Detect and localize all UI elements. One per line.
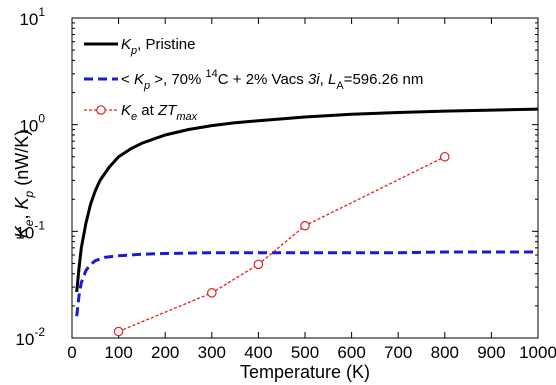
x-tick-label: 600 — [337, 343, 365, 362]
legend-entry-0: Kp, Pristine — [121, 36, 196, 57]
x-tick-label: 300 — [198, 343, 226, 362]
y-axis-label: Ke, Kp (nW/K) — [12, 130, 36, 238]
series-line-2 — [118, 156, 446, 333]
x-tick-label: 400 — [244, 343, 272, 362]
x-tick-label: 1000 — [519, 343, 556, 362]
y-axis-label-text: Ke, Kp (nW/K) — [12, 130, 36, 238]
series-point — [113, 326, 124, 337]
series-point — [300, 220, 310, 231]
x-tick-label: 900 — [477, 343, 505, 362]
legend-entry-1: < Kp >, 70% 14C + 2% Vacs 3i, LA=596.26 … — [121, 68, 423, 92]
series-point — [439, 151, 450, 162]
legend: Kp, Pristine < Kp >, 70% 14C + 2% Vacs 3i… — [84, 36, 423, 123]
legend-marker — [96, 105, 106, 115]
x-tick-label: 100 — [104, 343, 132, 362]
x-axis: 0 100 200 300 400 500 600 700 800 900 1000 — [67, 18, 556, 362]
y-tick-label: 101 — [19, 5, 45, 29]
y-axis: 10-2 10-1 100 101 — [15, 5, 538, 349]
series-line-0 — [75, 107, 539, 293]
x-axis-label: Temperature (K) — [240, 362, 370, 382]
series-point — [253, 259, 264, 270]
plot-area — [71, 17, 539, 339]
x-tick-label: 500 — [291, 343, 319, 362]
x-tick-label: 700 — [384, 343, 412, 362]
y-tick-label: 100 — [19, 112, 45, 136]
x-tick-label: 800 — [431, 343, 459, 362]
legend-entry-2: Ke at ZTmax — [121, 102, 198, 123]
series-group — [75, 107, 539, 337]
series-line-1 — [75, 250, 538, 317]
series-point — [207, 288, 217, 298]
plot-frame — [71, 17, 539, 339]
x-tick-label: 0 — [67, 343, 76, 362]
y-tick-label: 10-1 — [15, 218, 45, 242]
y-tick-label: 10-2 — [15, 325, 45, 349]
x-tick-label: 200 — [151, 343, 179, 362]
